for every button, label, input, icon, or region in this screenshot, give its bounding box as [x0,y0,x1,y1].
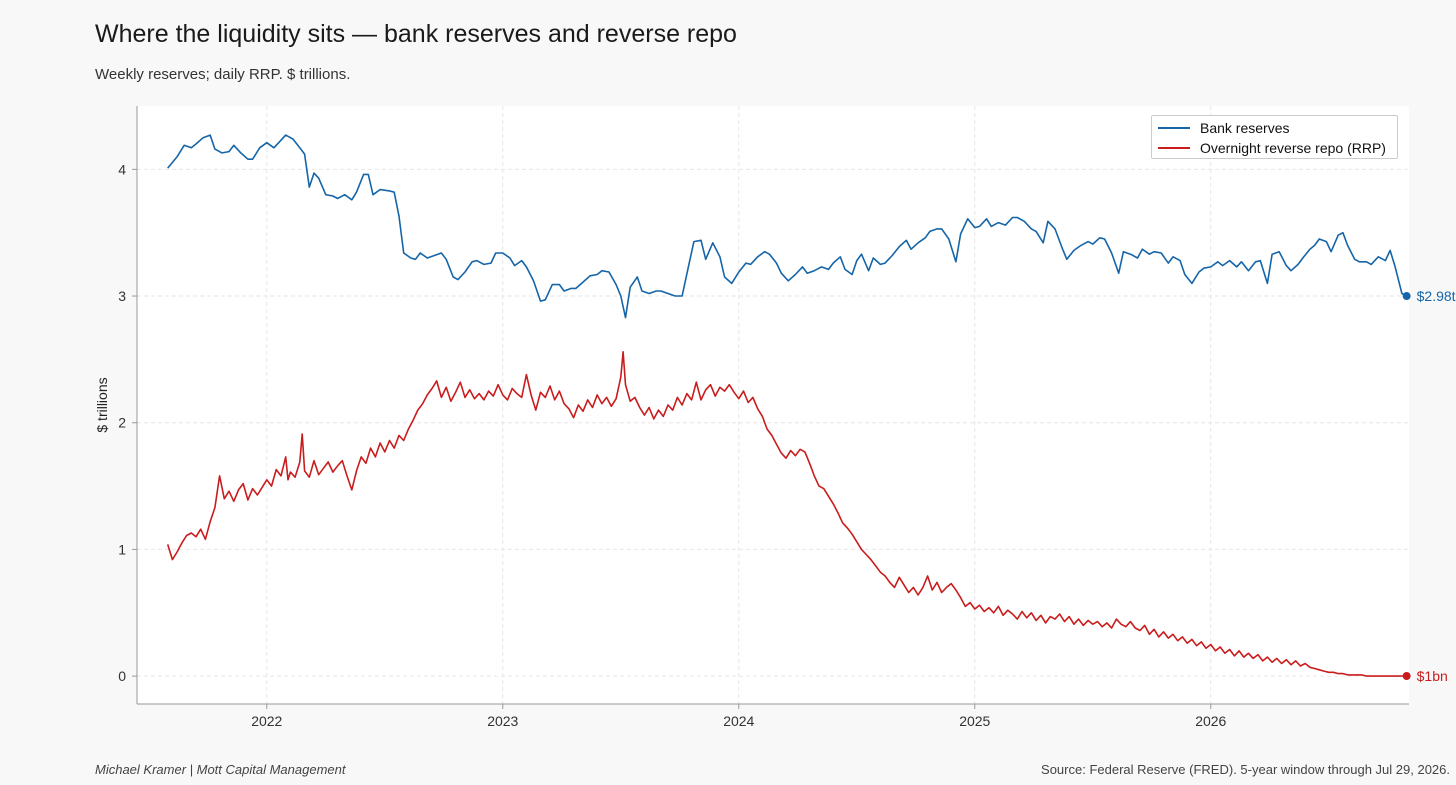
legend-item-rrp: Overnight reverse repo (RRP) [1158,139,1386,157]
x-tick-label-2025: 2025 [959,713,990,729]
y-tick-label-4: 4 [118,161,126,177]
x-tick-label-2026: 2026 [1195,713,1226,729]
x-tick-label-2023: 2023 [487,713,518,729]
legend-item-bank-reserves: Bank reserves [1158,119,1289,137]
legend-label-rrp: Overnight reverse repo (RRP) [1200,140,1386,156]
chart-legend: Bank reserves Overnight reverse repo (RR… [1151,115,1398,159]
chart-title: Where the liquidity sits — bank reserves… [95,20,737,48]
y-tick-label-3: 3 [118,288,126,304]
footer-attribution: Michael Kramer | Mott Capital Management [95,762,346,777]
series-end-marker-rrp [1402,672,1411,681]
x-tick-label-2024: 2024 [723,713,754,729]
y-tick-label-2: 2 [118,415,126,431]
series-line-rrp [166,351,1407,677]
y-tick-label-0: 0 [118,668,126,684]
legend-swatch-bank-reserves [1158,127,1190,129]
y-tick-label-1: 1 [118,541,126,557]
series-end-label-rrp: $1bn [1417,668,1448,684]
series-line-bank-reserves [167,134,1407,319]
chart-subtitle: Weekly reserves; daily RRP. $ trillions. [95,66,351,83]
legend-swatch-rrp [1158,147,1190,149]
y-axis-label: $ trillions [94,377,110,432]
x-tick-label-2022: 2022 [251,713,282,729]
series-end-label-bank-reserves: $2.98tn [1417,288,1456,304]
legend-label-bank-reserves: Bank reserves [1200,120,1290,136]
series-end-marker-bank-reserves [1402,292,1411,301]
footer-source: Source: Federal Reserve (FRED). 5-year w… [1041,762,1450,777]
plot-area [137,106,1409,704]
